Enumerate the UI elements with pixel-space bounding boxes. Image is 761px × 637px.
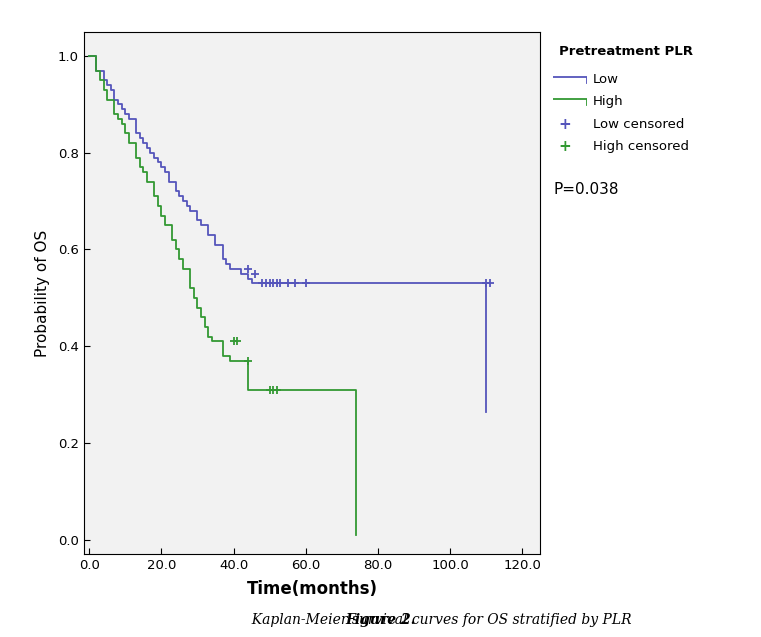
Text: Pretreatment PLR: Pretreatment PLR (559, 45, 693, 57)
Text: Figure 2.: Figure 2. (345, 613, 416, 627)
Text: Kaplan-Meier survival curves for OS stratified by PLR: Kaplan-Meier survival curves for OS stra… (244, 613, 632, 627)
Text: +: + (559, 117, 571, 132)
Text: High censored: High censored (593, 140, 689, 153)
Y-axis label: Probability of OS: Probability of OS (34, 229, 49, 357)
Text: Low: Low (593, 73, 619, 86)
Text: Low censored: Low censored (593, 118, 684, 131)
Text: P=0.038: P=0.038 (553, 182, 619, 197)
Text: High: High (593, 96, 623, 108)
Text: +: + (559, 139, 571, 154)
X-axis label: Time(months): Time(months) (247, 580, 377, 598)
